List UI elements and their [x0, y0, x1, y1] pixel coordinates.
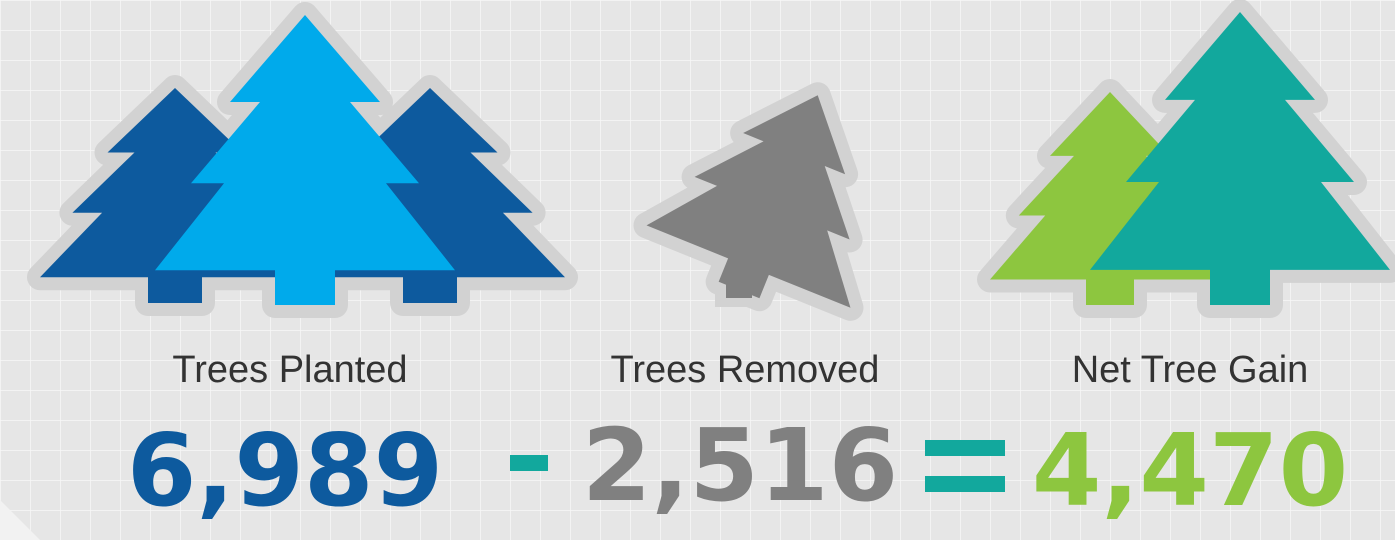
panel-label: Net Tree Gain [1072, 349, 1309, 391]
equals-sign-top [925, 440, 1005, 456]
minus-sign [510, 455, 548, 471]
panel-label: Trees Removed [611, 349, 880, 391]
panel-label: Trees Planted [172, 349, 407, 391]
tree [726, 262, 752, 298]
tree [155, 15, 455, 305]
tree-icons [27, 0, 1395, 321]
corner-fold [0, 500, 40, 540]
equals-sign-bottom [925, 476, 1005, 492]
panel-value: 4,470 [1032, 412, 1348, 529]
tree [646, 95, 851, 308]
tree [1090, 12, 1390, 305]
panel-value: 6,989 [127, 412, 443, 529]
panel-value: 2,516 [582, 407, 898, 524]
